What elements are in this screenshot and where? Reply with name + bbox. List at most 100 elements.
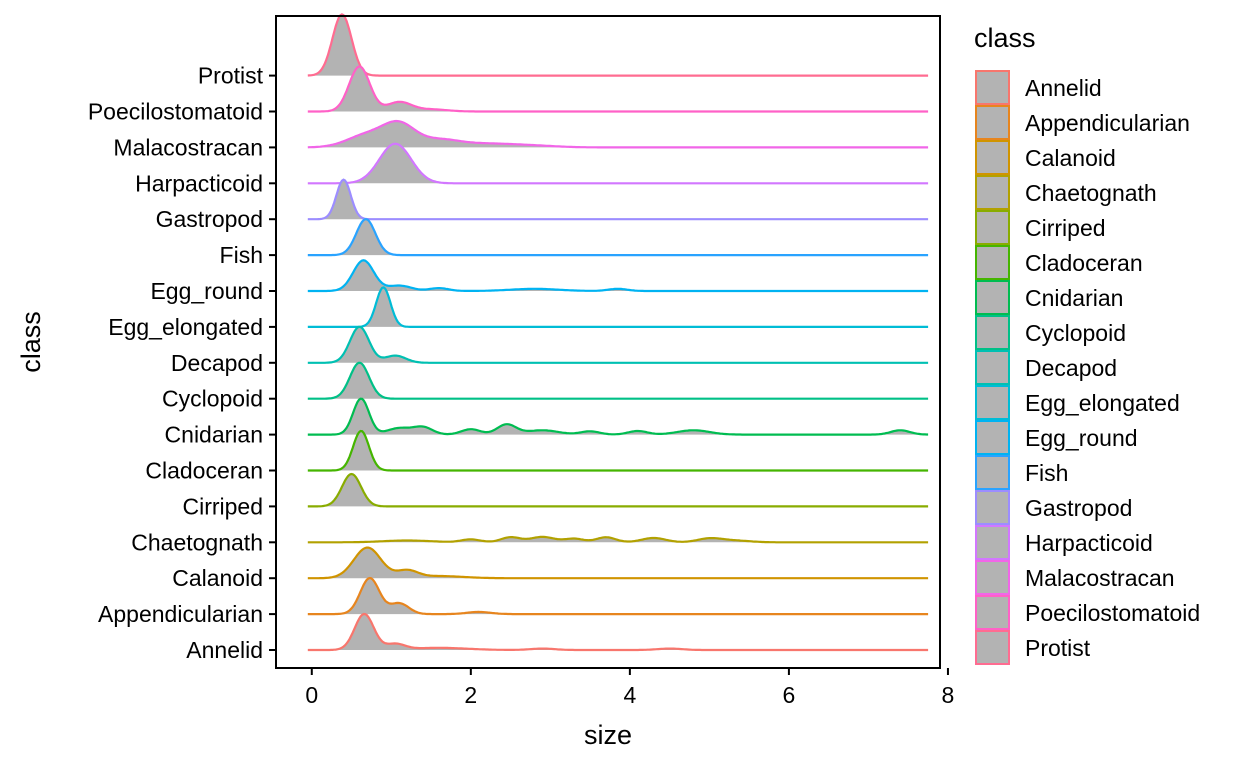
ridge-line	[307, 142, 929, 185]
ridge-line	[307, 325, 929, 364]
legend-key	[975, 385, 1010, 420]
legend-key	[975, 595, 1010, 630]
x-tick-label: 4	[623, 682, 636, 708]
legend-item: Cnidarian	[975, 280, 1123, 315]
ridge-gastropod	[307, 178, 929, 221]
ridge-area	[307, 219, 929, 256]
ridge-harpacticoid	[307, 142, 929, 185]
legend-key	[975, 140, 1010, 175]
legend-label: Protist	[1025, 635, 1091, 661]
x-axis: 0 2 4 6 8	[305, 668, 954, 708]
y-tick-label: Cnidarian	[165, 422, 263, 448]
legend-label: Gastropod	[1025, 495, 1132, 521]
ridge-area	[307, 547, 929, 579]
ridge-line	[307, 472, 929, 508]
legend-item: Cyclopoid	[975, 315, 1126, 350]
legend-item: Cladoceran	[975, 245, 1143, 280]
y-axis-title: class	[16, 311, 46, 373]
legend-label: Fish	[1025, 460, 1068, 486]
legend-key	[975, 105, 1010, 140]
legend-item: Chaetognath	[975, 175, 1157, 210]
ridge-cirriped	[307, 472, 929, 508]
y-axis: Annelid Appendicularian Calanoid Chaetognat…	[88, 63, 276, 663]
legend-item: Protist	[975, 630, 1091, 665]
legend-key	[975, 175, 1010, 210]
legend-item: Egg_round	[975, 420, 1138, 455]
y-tick-label: Calanoid	[172, 565, 263, 591]
ridge-annelid	[307, 612, 929, 652]
legend-key	[975, 315, 1010, 350]
y-tick-label: Decapod	[171, 350, 263, 376]
ridge-line	[307, 13, 929, 77]
ridge-area	[307, 474, 929, 507]
y-tick-label: Egg_elongated	[108, 314, 263, 340]
legend-item: Appendicularian	[975, 105, 1190, 140]
legend-label: Cirriped	[1025, 215, 1106, 241]
ridge-chaetognath	[307, 535, 929, 544]
ridge-area	[307, 287, 929, 327]
ridge-malacostracan	[307, 119, 929, 149]
legend-item: Gastropod	[975, 490, 1132, 525]
legend-key	[975, 630, 1010, 665]
y-tick-label: Cyclopoid	[162, 386, 263, 412]
legend-key	[975, 525, 1010, 560]
legend-item: Poecilostomatoid	[975, 595, 1200, 630]
legend-label: Egg_round	[1025, 425, 1138, 451]
y-tick-label: Appendicularian	[98, 601, 263, 627]
legend-item: Calanoid	[975, 140, 1116, 175]
ridge-line	[307, 546, 929, 580]
legend-label: Cladoceran	[1025, 250, 1143, 276]
y-tick-label: Harpacticoid	[135, 170, 263, 196]
ridge-line	[307, 119, 929, 149]
legend-label: Chaetognath	[1025, 180, 1157, 206]
legend-item: Annelid	[975, 70, 1102, 105]
ridge-decapod	[307, 325, 929, 364]
ridge-area	[307, 14, 929, 76]
ridge-egg_elongated	[307, 286, 929, 328]
ridge-line	[307, 535, 929, 544]
y-tick-label: Cladoceran	[145, 458, 263, 484]
ridge-area	[307, 121, 929, 148]
legend-key	[975, 455, 1010, 490]
ridge-line	[307, 612, 929, 652]
legend-key	[975, 70, 1010, 105]
legend-key	[975, 560, 1010, 595]
ridge-protist	[307, 13, 929, 77]
legend-label: Decapod	[1025, 355, 1117, 381]
y-tick-label: Annelid	[186, 637, 263, 663]
x-tick-label: 0	[305, 682, 318, 708]
ridge-appendicularian	[307, 576, 929, 616]
legend-label: Appendicularian	[1025, 110, 1190, 136]
ridge-area	[307, 362, 929, 399]
legend-key	[975, 350, 1010, 385]
ridge-area	[307, 431, 929, 471]
x-axis-title: size	[584, 720, 632, 750]
ridge-line	[307, 576, 929, 616]
legend-key	[975, 210, 1010, 245]
legend-key	[975, 280, 1010, 315]
ridge-line	[307, 397, 929, 436]
legend-label: Annelid	[1025, 75, 1102, 101]
ridge-egg_round	[307, 259, 929, 293]
ridge-line	[307, 286, 929, 328]
ridge-cnidarian	[307, 397, 929, 436]
legend-title: class	[974, 23, 1036, 53]
legend-key	[975, 245, 1010, 280]
legend-label: Calanoid	[1025, 145, 1116, 171]
legend-item: Malacostracan	[975, 560, 1175, 595]
legend-item: Fish	[975, 455, 1068, 490]
ridge-line	[307, 259, 929, 293]
x-tick-label: 8	[942, 682, 955, 708]
x-tick-label: 6	[783, 682, 796, 708]
y-tick-label: Protist	[198, 63, 264, 89]
legend-key	[975, 490, 1010, 525]
legend-label: Cnidarian	[1025, 285, 1123, 311]
y-tick-label: Chaetognath	[131, 529, 263, 555]
ridges	[307, 13, 929, 652]
ridge-area	[307, 578, 929, 615]
legend-key	[975, 420, 1010, 455]
legend-label: Poecilostomatoid	[1025, 600, 1200, 626]
x-tick-label: 2	[464, 682, 477, 708]
y-tick-label: Egg_round	[150, 278, 263, 304]
